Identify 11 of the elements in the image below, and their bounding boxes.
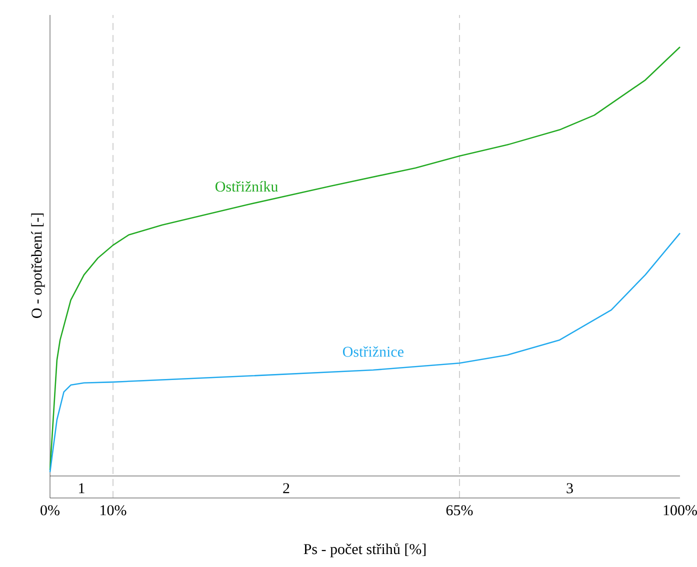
x-tick-label: 0% [40,505,60,516]
text: 2 [283,483,290,494]
text: 1 [79,483,84,494]
x-tick-label: 100% [664,505,697,516]
series-label: Ostřižnice [342,346,404,357]
y-axis-title: O - opotřebení [-] [31,214,45,318]
x-axis-title: Ps - počet střihů [%] [304,543,426,558]
x-tick-label: 10% [100,505,126,516]
text: 3 [566,483,573,494]
series-label: Ostřižníku [216,181,278,192]
x-tick-label: 65% [446,505,473,516]
